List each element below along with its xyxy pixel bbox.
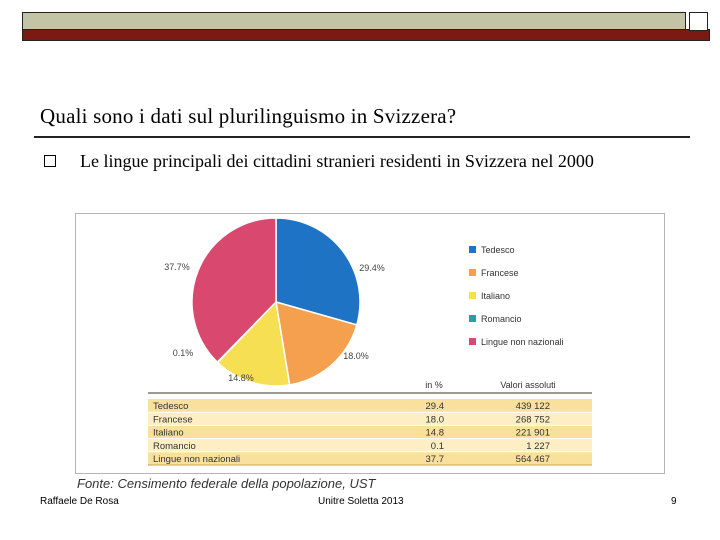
chart-source: Fonte: Censimento federale della popolaz… [77,476,376,491]
legend-swatch-romancio [469,315,476,322]
footer-page-number: 9 [671,496,677,507]
table-cell-absolute: 1 227 [526,441,550,452]
pie-slice-italiano [216,300,291,387]
legend-label-lingue-non-nazionali: Lingue non nazionali [481,337,564,347]
legend-label-romancio: Romancio [481,314,522,324]
table-row-stripe [148,412,592,426]
legend-swatch-francese [469,269,476,276]
table-cell-percent: 0.1 [431,441,444,452]
table-cell-percent: 18.0 [426,414,445,425]
table-cell-absolute: 439 122 [516,401,550,412]
footer-event: Unitre Soletta 2013 [318,496,404,507]
slice-label-italiano: 14.8% [228,373,254,383]
slice-label-tedesco: 29.4% [359,263,385,273]
legend-swatch-lingue-non-nazionali [469,338,476,345]
legend-label-tedesco: Tedesco [481,245,515,255]
legend-label-italiano: Italiano [481,291,510,301]
table-cell-percent: 37.7 [426,454,445,465]
slice-label-lingue-non-nazionali: 37.7% [164,262,190,272]
table-cell-language: Lingue non nazionali [153,454,240,465]
table-background [148,399,592,465]
pie-chart: 29.4% 18.0% 14.8% 0.1% 37.7% Tedesco Francese I… [148,217,592,466]
slice-label-romancio: 0.1% [173,348,194,358]
legend-swatch-tedesco [469,246,476,253]
table-cell-language: Tedesco [153,401,188,412]
footer-author: Raffaele De Rosa [40,496,119,507]
table-cell-percent: 29.4 [426,401,445,412]
table-cell-language: Francese [153,414,193,425]
table-cell-language: Romancio [153,441,196,452]
chart-figure: 29.4% 18.0% 14.8% 0.1% 37.7% Tedesco Francese I… [75,213,665,474]
table-row-stripe [148,438,592,452]
pie-slice-tedesco [275,217,361,326]
table-header-pct: in % [425,380,443,390]
bullet-square-icon [44,155,56,167]
table-cell-absolute: 564 467 [516,454,550,465]
pie-slice-francese [275,300,358,386]
bullet-text: Le lingue principali dei cittadini stran… [80,151,594,171]
table-cell-absolute: 221 901 [516,428,550,439]
header-accent-line [22,29,710,41]
slide-title: Quali sono i dati sul plurilinguismo in … [40,104,457,128]
pie-slice-lingue-non-nazionali [191,217,277,364]
table-cell-language: Italiano [153,428,184,439]
slice-label-francese: 18.0% [343,351,369,361]
corner-square [689,12,708,31]
title-rule [34,136,690,138]
table-cell-percent: 14.8 [426,428,445,439]
legend-label-francese: Francese [481,268,519,278]
table-cell-absolute: 268 752 [516,414,550,425]
table-header-abs: Valori assoluti [500,380,555,390]
legend-swatch-italiano [469,292,476,299]
